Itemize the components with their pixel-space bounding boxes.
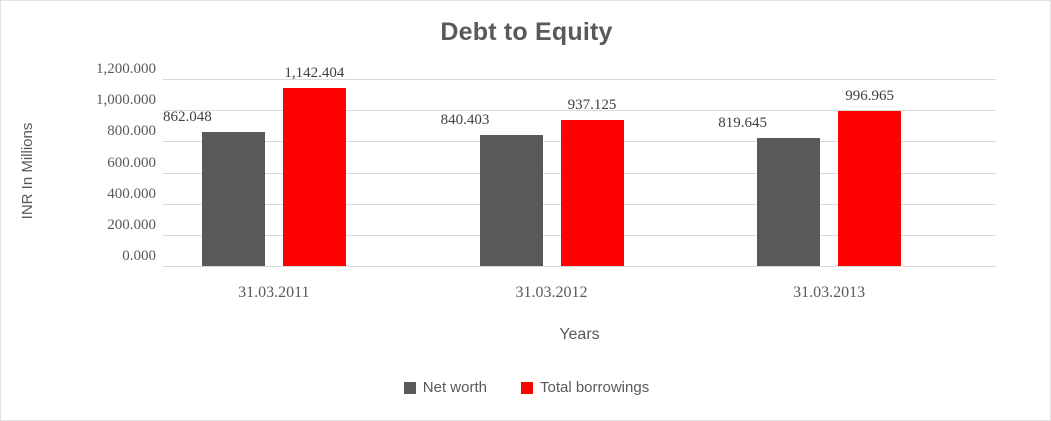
- y-axis-title: INR In Millions: [19, 122, 36, 220]
- y-axis-tick-label: 1,000.000: [96, 92, 156, 109]
- legend-item[interactable]: Net worth: [403, 379, 487, 396]
- bar-net-worth-31.03.2012[interactable]: [479, 135, 543, 266]
- legend-swatch-icon: [520, 381, 533, 394]
- data-label: 996.965: [845, 87, 895, 104]
- x-axis-tick-labels: 31.03.2011 31.03.2012 31.03.2013: [163, 284, 996, 306]
- y-axis-tick-label: 800.000: [107, 123, 156, 140]
- bar-net-worth-31.03.2011[interactable]: [201, 131, 265, 266]
- bar-total-borrowings-31.03.2013[interactable]: [838, 110, 902, 266]
- x-axis-title: Years: [559, 326, 600, 343]
- legend-label: Net worth: [422, 379, 487, 396]
- plot-area: 862.048 1,142.404 840.403 937.125 819.645 996…: [163, 65, 996, 267]
- chart-title: Debt to Equity: [440, 18, 613, 46]
- data-label: 862.048: [162, 108, 212, 125]
- x-axis-tick-label: 31.03.2011: [238, 284, 310, 301]
- bar-total-borrowings-31.03.2011[interactable]: [282, 87, 346, 266]
- chart-legend: Net worth Total borrowings: [1, 379, 1051, 396]
- data-label: 937.125: [567, 96, 617, 113]
- gridline: [163, 266, 996, 267]
- x-axis-tick-label: 31.03.2012: [515, 284, 588, 301]
- data-label: 1,142.404: [284, 64, 345, 81]
- y-axis-tick-label: 600.000: [107, 154, 156, 171]
- y-axis-tick-label: 200.000: [107, 216, 156, 233]
- y-axis-tick-labels: 1,200.000 1,000.000 800.000 600.000 400.000 2…: [61, 62, 156, 269]
- bar-net-worth-31.03.2013[interactable]: [757, 138, 821, 266]
- y-axis-tick-label: 0.000: [122, 248, 156, 264]
- legend-label: Total borrowings: [539, 379, 650, 396]
- gridline: [163, 110, 996, 112]
- gridline: [163, 79, 996, 80]
- y-axis-tick-label: 1,200.000: [96, 61, 156, 77]
- legend-item[interactable]: Total borrowings: [520, 379, 650, 396]
- legend-swatch-icon: [403, 381, 416, 394]
- data-label: 819.645: [718, 115, 768, 132]
- data-label: 840.403: [440, 112, 490, 129]
- bar-total-borrowings-31.03.2012[interactable]: [560, 119, 624, 266]
- x-axis-tick-label: 31.03.2013: [793, 284, 866, 301]
- y-axis-tick-label: 400.000: [107, 185, 156, 202]
